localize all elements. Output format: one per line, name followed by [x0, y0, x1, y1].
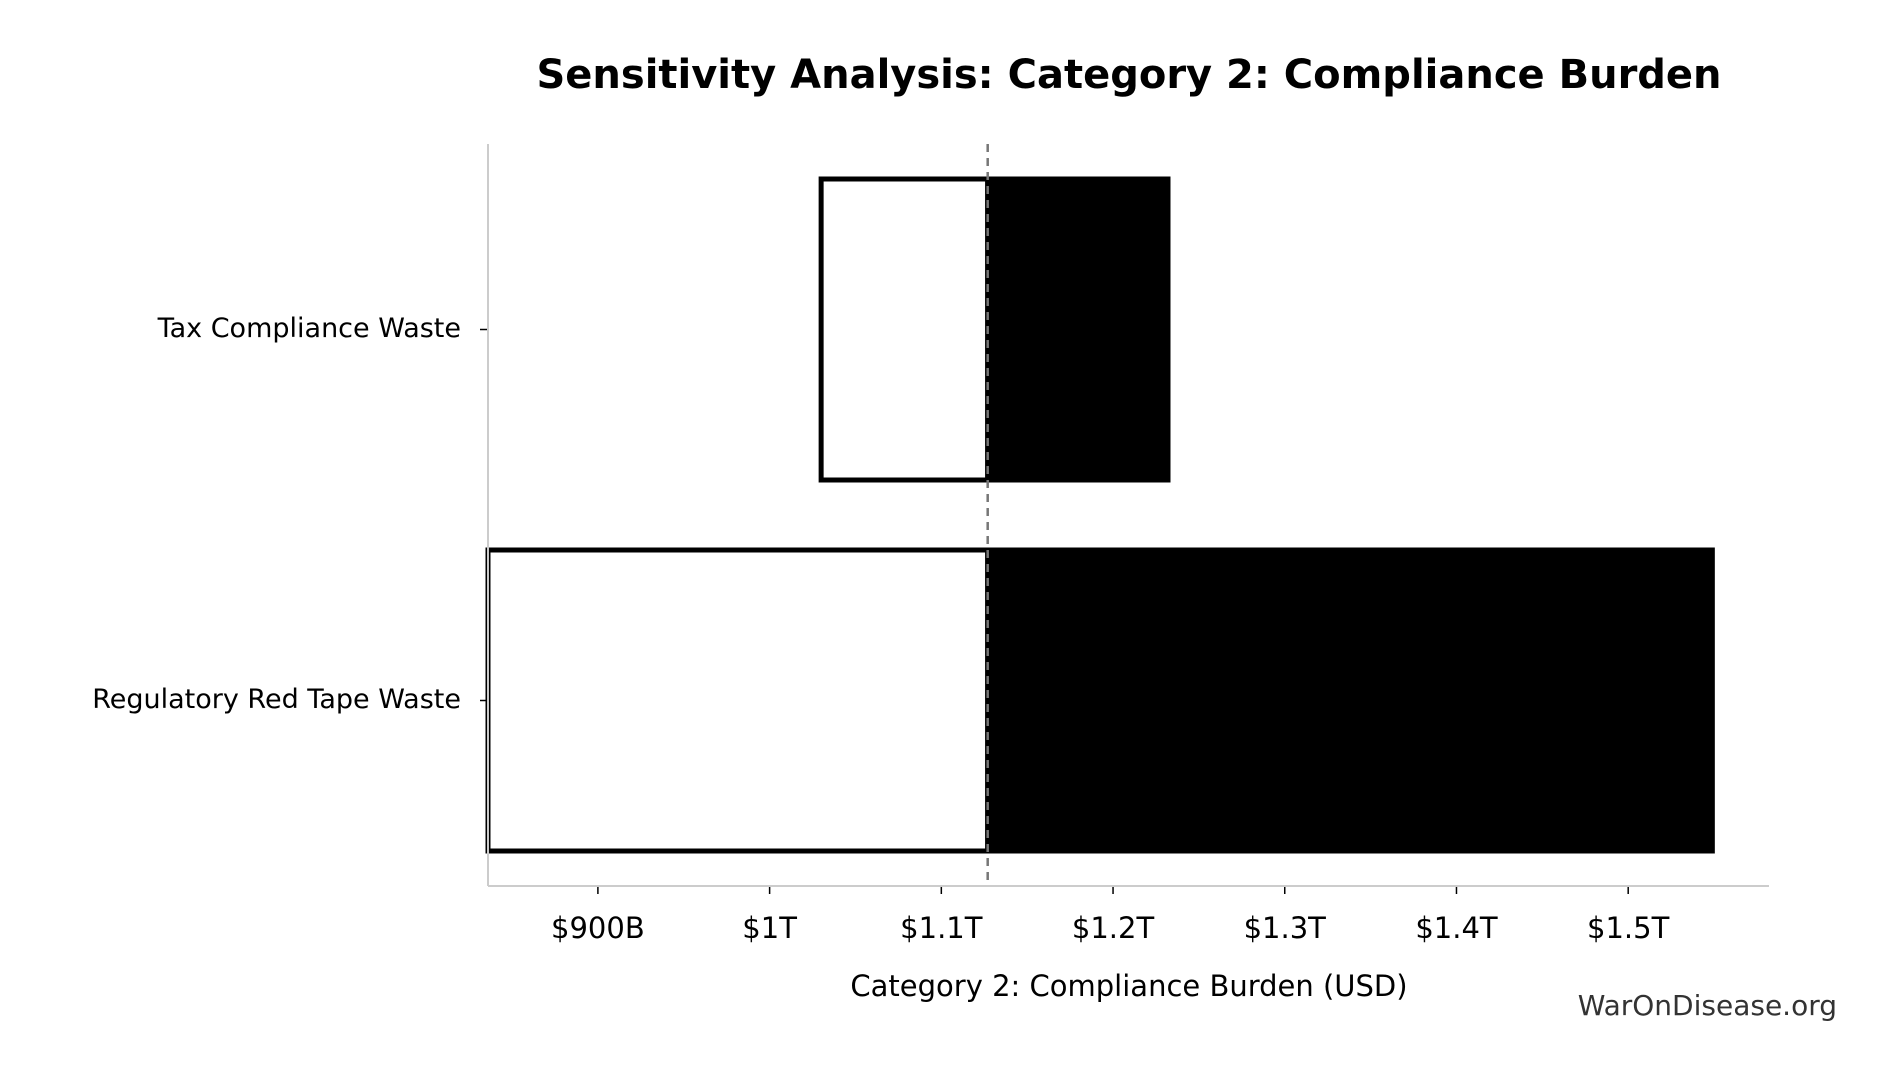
x-tick-label: $1T — [742, 911, 797, 945]
y-tick-label: Tax Compliance Waste — [157, 313, 461, 344]
x-tick-label: $1.5T — [1587, 911, 1670, 945]
x-tick-label: $1.4T — [1415, 911, 1498, 945]
watermark: WarOnDisease.org — [1578, 989, 1837, 1022]
x-axis-label: Category 2: Compliance Burden (USD) — [850, 969, 1407, 1003]
x-tick-label: $900B — [551, 911, 645, 945]
bar — [818, 176, 991, 483]
chart-title: Sensitivity Analysis: Category 2: Compli… — [536, 52, 1721, 98]
bar — [985, 547, 1715, 854]
x-tick-label: $1.3T — [1244, 911, 1327, 945]
x-tick-label: $1.1T — [900, 911, 983, 945]
y-tick-label: Regulatory Red Tape Waste — [92, 684, 461, 715]
bar — [485, 547, 991, 854]
bar — [985, 176, 1171, 483]
x-tick-label: $1.2T — [1072, 911, 1155, 945]
